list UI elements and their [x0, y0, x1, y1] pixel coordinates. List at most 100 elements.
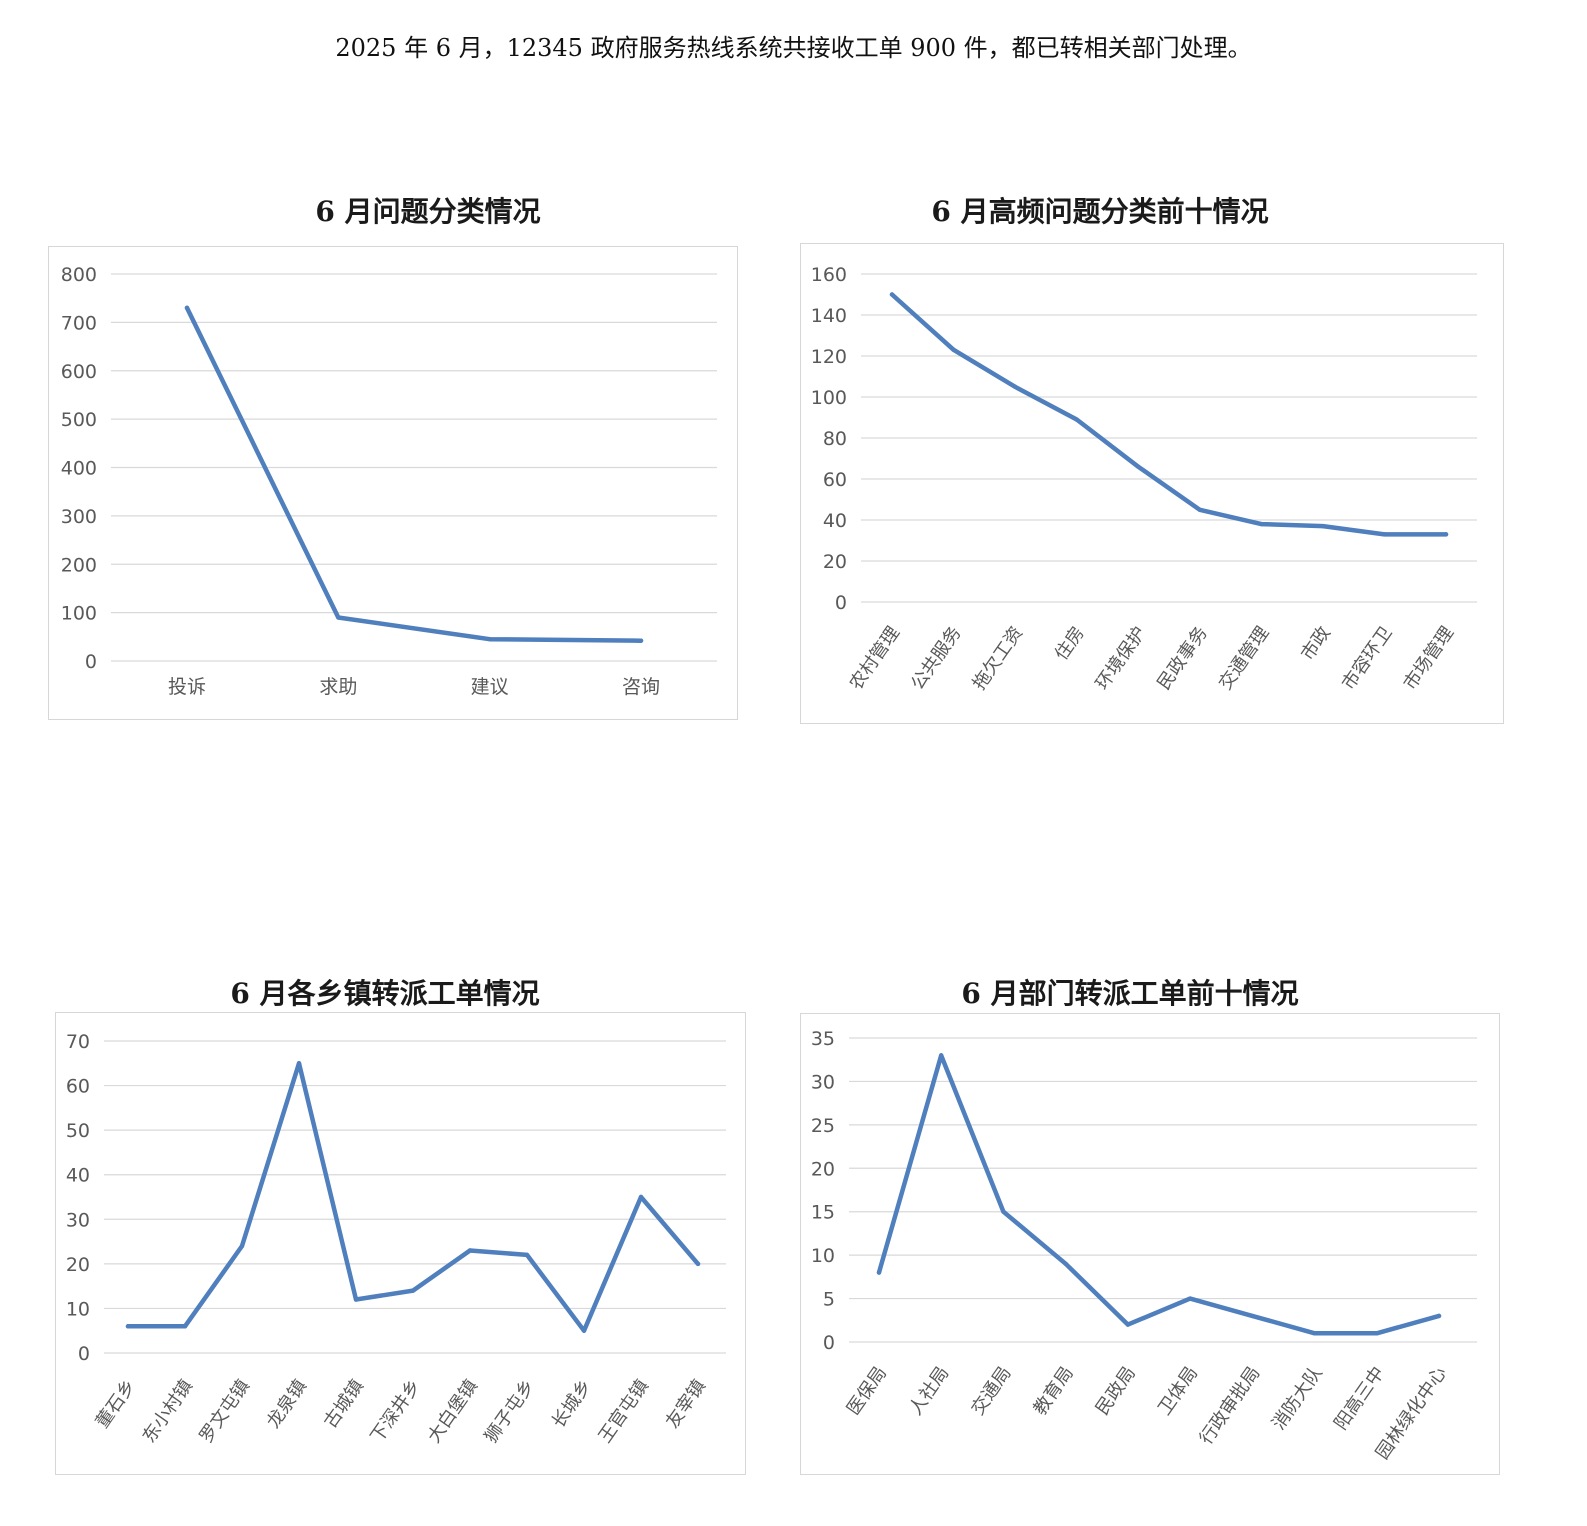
data-point	[1001, 1209, 1006, 1214]
y-tick-label: 600	[61, 361, 97, 383]
data-point	[951, 347, 956, 353]
x-tick-label: 王官屯镇	[595, 1376, 653, 1447]
chart-3-panel: 0 10 20 30 40 50 60 70 董石乡 东小村镇 罗文屯镇 龙泉镇 古城镇 下深井乡 大白堡镇…	[55, 1012, 746, 1475]
data-point	[1436, 1313, 1442, 1319]
data-point	[182, 1324, 188, 1329]
y-tick-label: 120	[811, 346, 847, 368]
chart-4-panel: 0 5 10 15 20 25 30 35 医保局 人社局 交通局 教育局 民政局 卫体局 行政审批局 消防大…	[800, 1013, 1500, 1475]
y-tick-label: 0	[823, 1332, 835, 1354]
x-tick-label: 古城镇	[320, 1376, 368, 1432]
data-point	[1063, 1261, 1068, 1267]
data-point	[1374, 1331, 1379, 1336]
series-line	[889, 292, 1449, 537]
y-tick-label: 10	[66, 1298, 90, 1320]
x-tick-label: 龙泉镇	[263, 1376, 311, 1432]
intro-text: 2025 年 6 月，12345 政府服务热线系统共接收工单 900 件，都已转…	[335, 34, 1252, 62]
y-tick-label: 60	[823, 469, 847, 491]
data-point	[1074, 417, 1079, 422]
data-point	[1125, 1322, 1131, 1327]
y-tick-label: 100	[61, 603, 97, 625]
x-tick-label: 狮子屯乡	[481, 1376, 539, 1447]
x-tick-label: 医保局	[843, 1363, 891, 1419]
y-tick-label: 40	[823, 510, 847, 532]
x-tick-label: 市政	[1297, 623, 1335, 665]
y-tick-label: 25	[811, 1115, 835, 1137]
y-tick-label: 20	[823, 551, 847, 573]
y-tick-label: 0	[78, 1343, 90, 1365]
y-tick-label: 140	[811, 305, 847, 327]
y-tick-label: 15	[811, 1202, 835, 1224]
x-tick-label: 董石乡	[92, 1376, 140, 1432]
data-point	[125, 1324, 131, 1329]
series-line	[876, 1053, 1442, 1336]
data-point	[1012, 384, 1018, 389]
x-tick-label: 友宰镇	[662, 1376, 710, 1432]
data-point	[638, 1194, 644, 1200]
y-tick-label: 160	[811, 264, 847, 286]
x-tick-label: 求助	[319, 676, 357, 698]
x-tick-label: 农村管理	[846, 623, 904, 694]
x-tick-label: 交通管理	[1215, 623, 1273, 694]
data-point	[296, 1061, 302, 1066]
data-point	[487, 637, 492, 642]
data-point	[581, 1328, 587, 1333]
y-tick-label: 500	[61, 409, 97, 431]
x-tick-label: 东小村镇	[139, 1376, 197, 1447]
chart-4-title: 6 月部门转派工单前十情况	[961, 977, 1299, 1010]
data-point	[876, 1270, 882, 1275]
y-tick-label: 200	[61, 554, 97, 576]
data-point	[1136, 464, 1141, 469]
chart-3-title: 6 月各乡镇转派工单情况	[230, 977, 540, 1010]
data-point	[353, 1297, 359, 1302]
y-tick-label: 300	[61, 506, 97, 528]
x-tick-label: 罗文屯镇	[196, 1376, 254, 1447]
x-tick-label: 卫体局	[1154, 1363, 1202, 1419]
x-tick-label: 咨询	[622, 676, 660, 698]
y-tick-label: 5	[823, 1289, 835, 1311]
y-tick-label: 400	[61, 458, 97, 480]
data-point	[1197, 507, 1202, 512]
x-tick-label: 住房	[1051, 623, 1089, 665]
y-tick-label: 10	[811, 1245, 835, 1267]
y-tick-label: 0	[85, 651, 97, 673]
data-point	[638, 638, 644, 643]
y-tick-label: 20	[66, 1254, 90, 1276]
x-tick-label: 教育局	[1030, 1363, 1078, 1419]
data-point	[239, 1243, 245, 1249]
data-point	[336, 615, 341, 620]
y-tick-label: 60	[66, 1076, 90, 1098]
y-tick-label: 800	[61, 264, 97, 286]
data-point	[410, 1288, 416, 1293]
x-tick-label: 民政事务	[1153, 623, 1211, 694]
chart-2-svg: 0 20 40 60 80 100 120 140 160 农村管理 公共服务 拖欠工资 住房 环境保护民…	[811, 264, 1477, 694]
chart-2-title: 6 月高频问题分类前十情况	[931, 195, 1269, 228]
data-point	[1443, 532, 1449, 537]
y-tick-label: 70	[66, 1031, 90, 1053]
y-tick-label: 35	[811, 1028, 835, 1050]
y-tick-label: 20	[811, 1158, 835, 1180]
x-tick-label: 交通局	[967, 1363, 1015, 1419]
x-tick-label: 民政局	[1092, 1363, 1140, 1419]
x-tick-label: 市场管理	[1400, 623, 1458, 694]
y-tick-label: 700	[61, 312, 97, 334]
y-tick-label: 30	[811, 1071, 835, 1093]
x-tick-label: 建议	[471, 676, 509, 698]
chart-1-svg: 0 100 200 300 400 500 600 700 800 投诉 求助 建议 咨询	[61, 264, 717, 698]
data-point	[889, 292, 895, 297]
data-point	[1382, 532, 1387, 537]
data-point	[695, 1261, 701, 1267]
series-line	[184, 305, 644, 643]
x-tick-label: 阳高三中	[1330, 1363, 1388, 1434]
x-tick-label: 大白堡镇	[424, 1376, 482, 1447]
data-point	[1312, 1331, 1317, 1336]
data-point	[1259, 521, 1264, 527]
y-tick-label: 100	[811, 387, 847, 409]
x-tick-label: 人社局	[905, 1363, 953, 1419]
y-tick-label: 80	[823, 428, 847, 450]
y-tick-label: 30	[66, 1209, 90, 1231]
data-point	[184, 305, 190, 311]
data-point	[1187, 1296, 1193, 1301]
data-point	[1250, 1313, 1255, 1319]
